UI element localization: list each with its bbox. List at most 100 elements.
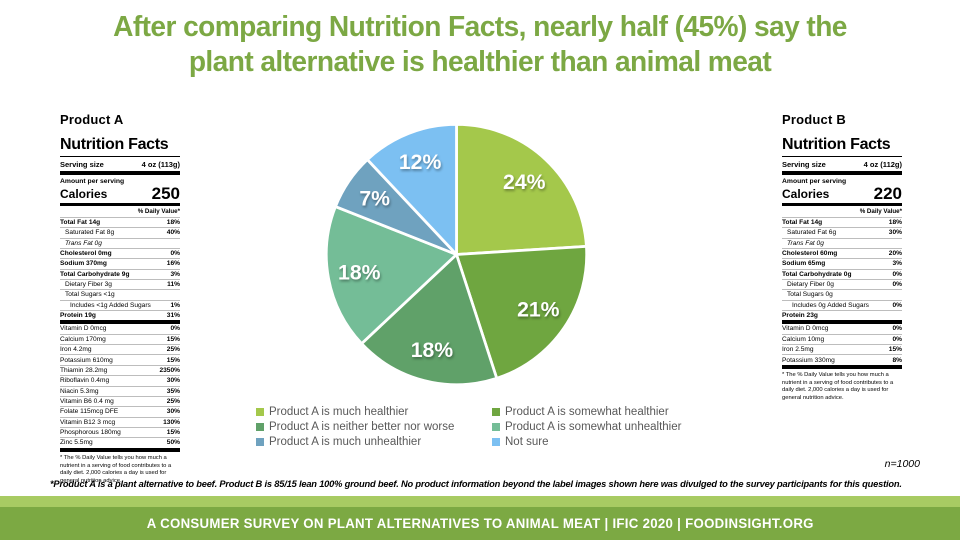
pie-slice <box>455 122 588 256</box>
nutrition-row: Total Sugars <1g <box>60 290 180 301</box>
label-divider-bar <box>782 171 902 175</box>
nutrient-daily-value: 16% <box>166 260 180 268</box>
nutrient-name: Trans Fat 0g <box>65 239 102 247</box>
nutrition-row: Total Sugars 0g <box>782 290 902 301</box>
legend-swatch-icon <box>256 423 264 431</box>
nutrition-row: Total Carbohydrate 9g 3% <box>60 270 180 280</box>
nutrient-daily-value: 3% <box>170 270 180 278</box>
product-a-main-rows: Total Fat 14g 18% Saturated Fat 8g 40% Trans… <box>60 218 180 321</box>
product-b-main-rows: Total Fat 14g 18% Saturated Fat 6g 30% Trans… <box>782 218 902 321</box>
label-divider-bar <box>60 202 180 206</box>
legend-label: Not sure <box>505 436 549 448</box>
nutrient-daily-value: 50% <box>166 439 180 447</box>
nutrient-name: Iron 2.5mg <box>782 346 814 354</box>
legend-swatch-icon <box>492 408 500 416</box>
product-a-nutrition-facts-heading: Nutrition Facts <box>60 136 180 157</box>
nutrient-daily-value: 31% <box>166 312 180 320</box>
nutrient-daily-value: 25% <box>166 398 180 405</box>
pie-slice <box>455 244 589 380</box>
pie-slice-label: 18% <box>338 262 381 285</box>
label-divider-bar <box>782 364 902 369</box>
nutrient-name: Total Carbohydrate 0g <box>782 270 852 278</box>
nutrient-name: Total Carbohydrate 9g <box>60 270 130 278</box>
label-divider-bar <box>60 447 180 452</box>
nutrition-row: Vitamin B12 3 mcg 130% <box>60 418 180 428</box>
nutrition-row: Saturated Fat 8g 40% <box>60 228 180 239</box>
nutrient-name: Zinc 5.5mg <box>60 439 93 447</box>
nutrition-row: Total Fat 14g 18% <box>60 218 180 229</box>
product-b-serving-size-row: Serving size 4 oz (112g) <box>782 157 902 171</box>
product-a-label-footnote: * The % Daily Value tells you how much a… <box>60 454 172 485</box>
nutrient-name: Potassium 330mg <box>782 356 835 364</box>
nutrition-row: Folate 115mcg DFE 30% <box>60 407 180 418</box>
pie-slice <box>365 122 458 256</box>
calories-label: Calories <box>782 186 830 201</box>
nutrition-row: Dietary Fiber 0g 0% <box>782 280 902 291</box>
label-divider-bar <box>60 171 180 175</box>
nutrient-name: Dietary Fiber 3g <box>65 281 112 289</box>
nutrient-daily-value: 3% <box>892 260 902 268</box>
footer-text: A CONSUMER SURVEY ON PLANT ALTERNATIVES … <box>146 516 814 531</box>
legend-label: Product A is somewhat healthier <box>505 406 669 418</box>
nutrition-label-product-b: Product B Nutrition Facts Serving size 4… <box>782 112 902 404</box>
page-title-line-2: plant alternative is healthier than anim… <box>188 45 772 78</box>
nutrition-row: Iron 4.2mg 25% <box>60 345 180 356</box>
nutrient-name: Dietary Fiber 0g <box>787 281 834 289</box>
product-a-name: Product A <box>60 112 124 127</box>
product-b-calories-row: Calories 220 <box>782 184 902 203</box>
pie-slice-label: 18% <box>411 339 454 362</box>
legend-swatch-icon <box>256 408 264 416</box>
nutrient-name: Vitamin B6 0.4 mg <box>60 398 114 405</box>
nutrition-row: Potassium 610mg 15% <box>60 355 180 366</box>
nutrient-daily-value: 15% <box>166 356 180 364</box>
nutrient-daily-value: 0% <box>892 270 902 278</box>
page-title: After comparing Nutrition Facts, nearly … <box>44 10 917 80</box>
pie-slice-label: 21% <box>517 299 560 322</box>
nutrition-row: Cholesterol 60mg 20% <box>782 249 902 260</box>
nutrient-name: Vitamin B12 3 mcg <box>60 418 116 426</box>
nutrient-name: Calcium 170mg <box>60 335 106 343</box>
daily-value-header: % Daily Value* <box>60 206 180 218</box>
legend-item: Product A is somewhat healthier <box>492 406 681 418</box>
legend-swatch-icon <box>492 438 500 446</box>
label-divider-bar <box>782 320 902 325</box>
nutrient-daily-value: 40% <box>166 229 180 237</box>
nutrient-name: Potassium 610mg <box>60 356 113 364</box>
serving-size-value: 4 oz (112g) <box>863 159 902 169</box>
nutrient-daily-value: 0% <box>170 249 180 257</box>
page-title-line-1: After comparing Nutrition Facts, nearly … <box>113 11 847 43</box>
nutrient-daily-value: 25% <box>166 346 180 354</box>
nutrient-name: Total Fat 14g <box>782 218 823 226</box>
nutrient-name: Trans Fat 0g <box>787 239 824 247</box>
pie-slice <box>360 253 499 387</box>
nutrient-daily-value: 30% <box>166 377 180 385</box>
nutrient-name: Includes <1g Added Sugars <box>70 301 151 309</box>
nutrient-name: Calcium 10mg <box>782 335 825 343</box>
nutrition-row: Protein 19g 31% <box>60 311 180 320</box>
nutrient-name: Total Sugars <1g <box>65 291 115 299</box>
nutrient-name: Cholesterol 60mg <box>782 249 838 257</box>
legend-item: Product A is somewhat unhealthier <box>492 421 681 433</box>
nutrient-name: Vitamin D 0mcg <box>782 325 829 333</box>
label-divider-bar <box>782 202 902 206</box>
footer-stripe <box>0 496 960 507</box>
nutrition-row: Protein 23g <box>782 311 902 320</box>
product-b-label-footnote: * The % Daily Value tells you how much a… <box>782 371 894 402</box>
legend-item: Product A is much healthier <box>256 406 492 418</box>
legend-item: Product A is much unhealthier <box>256 436 492 448</box>
serving-size-label: Serving size <box>60 159 104 169</box>
nutrient-daily-value: 20% <box>888 249 902 257</box>
product-a-vitamin-rows: Vitamin D 0mcg 0% Calcium 170mg 15% Iron 4.2… <box>60 324 180 447</box>
nutrition-row: Phosphorous 180mg 15% <box>60 428 180 439</box>
footer-bar: A CONSUMER SURVEY ON PLANT ALTERNATIVES … <box>0 507 960 540</box>
nutrient-daily-value: 15% <box>166 429 180 437</box>
nutrition-row: Trans Fat 0g <box>60 239 180 249</box>
pie-slice <box>324 205 458 346</box>
nutrient-daily-value: 2350% <box>159 366 180 374</box>
legend-label: Product A is neither better nor worse <box>269 421 455 433</box>
nutrition-row: Riboflavin 0.4mg 30% <box>60 376 180 387</box>
nutrient-daily-value: 0% <box>892 281 902 289</box>
nutrient-name: Vitamin D 0mcg <box>60 325 107 333</box>
nutrition-row: Zinc 5.5mg 50% <box>60 438 180 447</box>
product-a-calories-row: Calories 250 <box>60 184 180 203</box>
